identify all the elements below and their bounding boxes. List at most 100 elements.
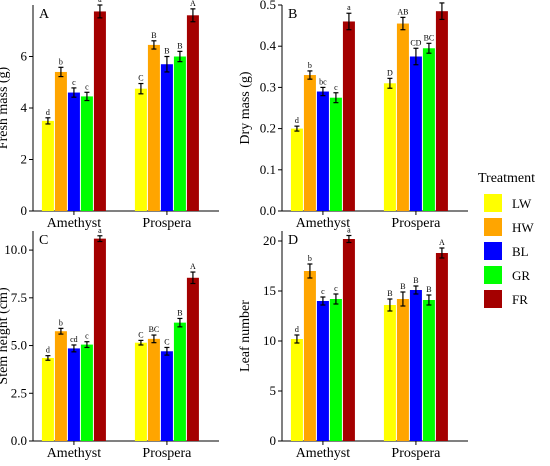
significance-letter: c (85, 332, 89, 341)
x-category-label: Prospera (142, 446, 192, 461)
bar (342, 21, 355, 212)
bar (342, 239, 355, 441)
x-category-label: Amethyst (47, 446, 102, 461)
x-category-label: Prospera (391, 446, 441, 461)
significance-letter: C (164, 337, 169, 346)
significance-letter: d (295, 116, 299, 125)
y-tick-label: 0.3 (260, 79, 276, 94)
legend: Treatment LW HW BL GR FR (478, 171, 535, 308)
bar (160, 351, 173, 441)
significance-letter: cd (70, 335, 78, 344)
legend-swatch (484, 266, 502, 284)
significance-letter: B (177, 41, 182, 50)
x-category-label: Amethyst (47, 216, 102, 231)
x-category-label: Amethyst (296, 216, 351, 231)
bar (93, 11, 106, 211)
y-axis-title: Stem height (cm) (0, 287, 11, 385)
y-tick-label: 0.1 (260, 162, 276, 177)
bar (396, 299, 409, 441)
y-tick-label: 2.5 (11, 385, 27, 400)
significance-letter: B (413, 276, 418, 285)
bar (134, 88, 147, 211)
y-tick-label: 5.0 (11, 338, 27, 353)
significance-letter: b (308, 61, 312, 70)
y-tick-label: 0.2 (260, 121, 276, 136)
bar (186, 15, 199, 211)
significance-letter: b (308, 254, 312, 263)
legend-label: BL (512, 244, 529, 259)
significance-letter: a (347, 226, 351, 235)
bar (329, 97, 342, 211)
significance-letter: c (321, 287, 325, 296)
significance-letter: d (46, 108, 50, 117)
significance-letter: A (439, 238, 445, 247)
significance-letter: a (98, 226, 102, 235)
bar (290, 339, 303, 441)
significance-letter: A (190, 0, 196, 8)
significance-letter: BC (149, 325, 160, 334)
chart-panel-c: 0.0 2.5 5.0 7.5 10.0 Stem height (cm) Cd bcd c a A… (0, 226, 219, 461)
significance-letter: c (85, 82, 89, 91)
y-axis-title: Leaf number (238, 300, 253, 372)
bar (383, 305, 396, 441)
significance-letter: A (439, 0, 445, 2)
panel-label: C (39, 233, 48, 248)
bar (435, 11, 448, 212)
legend-label: LW (512, 196, 532, 211)
bar (422, 48, 435, 212)
bar (316, 91, 329, 211)
panel-label: B (288, 7, 297, 22)
significance-letter: a (347, 3, 351, 12)
panel-label: A (39, 7, 50, 22)
bar (54, 71, 67, 211)
y-tick-label: 0.0 (260, 203, 276, 218)
bar (383, 83, 396, 211)
bar (422, 300, 435, 441)
bar (147, 44, 160, 211)
bar (186, 277, 199, 441)
legend-swatch (484, 218, 502, 236)
y-tick-label: 0 (270, 433, 277, 448)
bar (134, 342, 147, 441)
bar (67, 92, 80, 211)
y-tick-label: 6 (21, 49, 28, 64)
significance-letter: B (400, 282, 405, 291)
y-tick-label: 2 (21, 152, 28, 167)
significance-letter: C (138, 330, 143, 339)
y-tick-label: 0.0 (11, 433, 27, 448)
bar (54, 331, 67, 441)
bar (67, 348, 80, 441)
significance-letter: d (295, 325, 299, 334)
panel-label: D (288, 233, 298, 248)
bar (80, 96, 93, 211)
legend-label: GR (512, 268, 530, 283)
bar (396, 23, 409, 212)
y-tick-label: 0.5 (260, 0, 276, 12)
y-tick-label: 10.0 (4, 242, 27, 257)
significance-letter: b (59, 57, 63, 66)
bar (316, 301, 329, 441)
y-tick-label: 4 (21, 100, 28, 115)
x-category-label: Prospera (142, 216, 192, 231)
legend-swatch (484, 194, 502, 212)
bar (409, 56, 422, 211)
x-category-label: Prospera (391, 216, 441, 231)
significance-letter: d (46, 346, 50, 355)
bar (173, 322, 186, 441)
significance-letter: c (72, 78, 76, 87)
bar (93, 238, 106, 441)
significance-letter: B (164, 47, 169, 56)
significance-letter: CD (410, 38, 421, 47)
legend-label: HW (512, 220, 534, 235)
bar (41, 120, 54, 211)
significance-letter: D (387, 68, 393, 77)
x-category-label: Amethyst (296, 446, 351, 461)
bar (80, 344, 93, 441)
significance-letter: A (190, 262, 196, 271)
y-tick-label: 0.4 (260, 38, 277, 53)
y-axis-title: Dry mass (g) (238, 71, 253, 144)
legend-title: Treatment (478, 171, 535, 186)
significance-letter: bc (319, 77, 327, 86)
